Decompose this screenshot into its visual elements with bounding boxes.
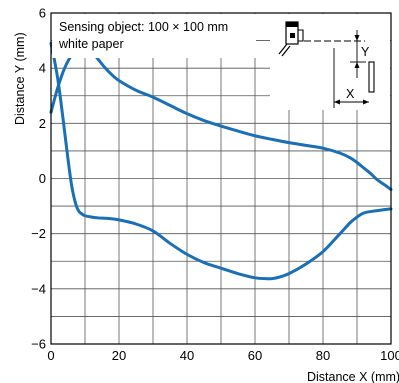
inset-y-label: Y: [361, 45, 370, 59]
inset-diagram: Y X: [270, 14, 390, 110]
y-axis-label: Distance Y (mm): [13, 32, 27, 125]
y-arrow-bottom: [354, 62, 360, 68]
plot-frame: [50, 12, 392, 345]
x-axis-label: Distance X (mm): [307, 370, 399, 383]
x-tick-label: 20: [112, 348, 126, 363]
x-arrow-right: [363, 99, 369, 105]
x-tick-label: 100: [380, 348, 399, 363]
y-tick-label: −2: [31, 226, 46, 241]
y-tick-label: −4: [31, 281, 46, 296]
inset-x-label: X: [346, 87, 355, 101]
x-arrow-left: [334, 99, 340, 105]
y-arrow-top: [354, 35, 360, 41]
y-tick-label: 0: [39, 171, 46, 186]
y-tick-label: 6: [39, 6, 46, 21]
target-plate: [368, 61, 375, 93]
sensor-icon: [278, 21, 304, 57]
tick-labels: 0 20 40 60 80 100 −6 −4 −2 0 2 4 6: [31, 6, 399, 364]
x-tick-label: 0: [47, 348, 54, 363]
x-tick-label: 80: [316, 348, 330, 363]
annotation-line-1: Sensing object: 100 × 100 mm: [59, 20, 228, 34]
annotation-box: [52, 14, 256, 58]
annotation-line-2: white paper: [58, 37, 124, 51]
y-tick-label: −6: [31, 337, 46, 352]
x-tick-label: 40: [180, 348, 194, 363]
x-tick-label: 60: [248, 348, 262, 363]
series-line-2: [49, 41, 393, 281]
y-tick-label: 4: [39, 61, 46, 76]
y-tick-label: 2: [39, 116, 46, 131]
